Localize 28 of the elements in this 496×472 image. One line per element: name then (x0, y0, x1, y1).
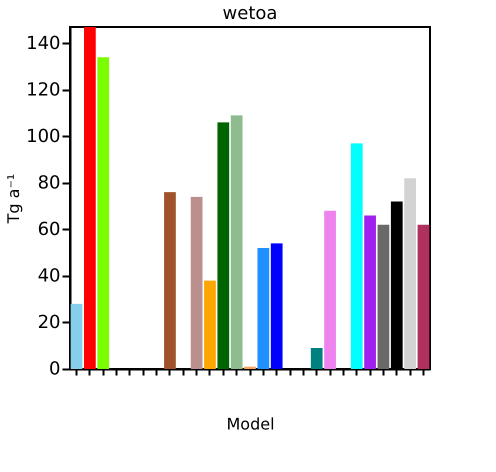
bar (350, 143, 363, 369)
bar (230, 115, 243, 369)
bar (257, 248, 270, 369)
y-tick-label: 80 (38, 172, 60, 194)
bar (270, 243, 283, 369)
bar (217, 122, 230, 369)
y-tick-label: 100 (26, 126, 60, 147)
bar (70, 304, 82, 369)
y-tick-label: 140 (26, 32, 60, 54)
bar (164, 192, 176, 369)
y-tick-label: 60 (38, 218, 60, 240)
chart-title: wetoa (222, 3, 278, 24)
x-axis-title: Model (226, 414, 275, 434)
bar (324, 210, 336, 369)
bar (418, 224, 430, 369)
y-axis-title: Tg a⁻¹ (4, 174, 24, 224)
bar (310, 348, 323, 369)
bar (364, 215, 376, 369)
y-tick-label: 40 (38, 265, 60, 286)
bar (84, 27, 96, 369)
bar (378, 224, 390, 369)
bar (204, 280, 216, 369)
bar (97, 57, 110, 369)
y-tick-label: 120 (26, 79, 60, 100)
bar (190, 196, 202, 369)
y-tick-label: 20 (38, 312, 60, 333)
y-tick-label: 0 (49, 358, 60, 380)
bar (404, 178, 416, 369)
